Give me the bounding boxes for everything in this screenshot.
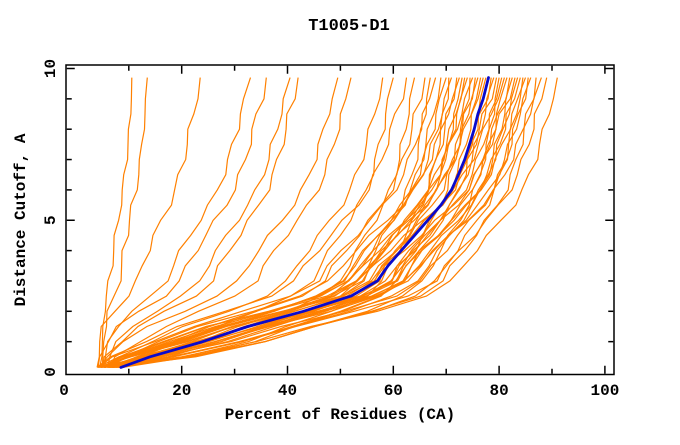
y-tick-label: 5 (42, 215, 60, 225)
y-axis-label: Distance Cutoff, A (12, 133, 30, 306)
prediction-curve (112, 77, 487, 368)
prediction-curve (101, 77, 505, 368)
plot-frame (65, 64, 615, 376)
tick-labels: 0 20 40 60 80 100 0 5 10 (42, 59, 619, 400)
prediction-curve (99, 77, 133, 368)
axis-ticks (66, 65, 614, 374)
prediction-curve (97, 77, 267, 368)
prediction-curve (98, 77, 437, 368)
prediction-curve (96, 77, 201, 368)
x-tick-label: 80 (489, 382, 508, 400)
prediction-curve (100, 77, 529, 368)
prediction-curve (107, 77, 291, 368)
highlighted-model-curve (119, 76, 490, 369)
prediction-curve (112, 77, 558, 368)
prediction-curve (102, 77, 384, 368)
prediction-curve (122, 77, 548, 368)
prediction-curve (101, 77, 299, 368)
prediction-curve (117, 77, 482, 368)
y-tick-label: 0 (42, 367, 60, 377)
x-tick-label: 0 (59, 382, 69, 400)
prediction-curve (99, 77, 479, 368)
chart-title: T1005-D1 (308, 17, 390, 36)
plot-area: 0 20 40 60 80 100 0 5 10 (42, 59, 619, 400)
prediction-curve (109, 77, 352, 368)
x-tick-label: 40 (278, 382, 297, 400)
prediction-curves (96, 77, 558, 368)
y-tick-label: 10 (42, 59, 60, 78)
prediction-curve (110, 77, 460, 368)
prediction-curve (97, 77, 516, 368)
prediction-curve (99, 77, 339, 368)
prediction-curve (113, 77, 519, 368)
x-tick-label: 20 (172, 382, 191, 400)
prediction-curve (96, 77, 408, 368)
prediction-curve (119, 77, 453, 368)
x-tick-label: 100 (590, 382, 619, 400)
x-tick-label: 60 (384, 382, 403, 400)
prediction-curve (106, 77, 474, 368)
prediction-curve (105, 77, 498, 368)
x-axis-label: Percent of Residues (CA) (225, 406, 455, 424)
prediction-curve (114, 77, 503, 368)
prediction-curve (101, 77, 148, 368)
